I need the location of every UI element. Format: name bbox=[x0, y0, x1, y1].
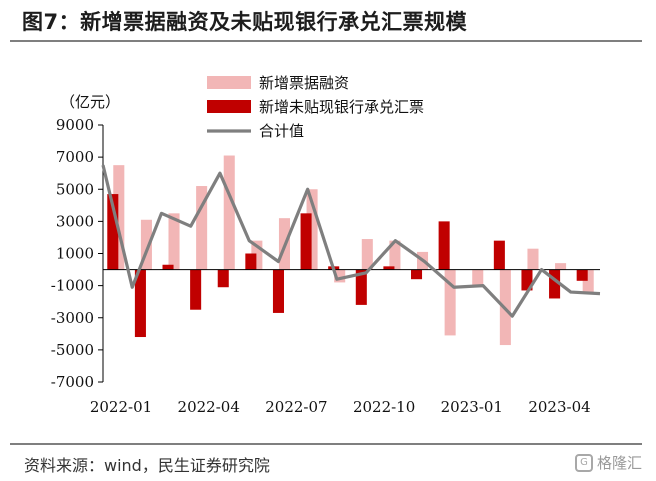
bar-new-undiscounted-acceptance bbox=[549, 269, 561, 299]
bar-new-bill-financing bbox=[527, 248, 539, 270]
y-tick-label: -1000 bbox=[51, 277, 94, 295]
bar-new-bill-financing bbox=[251, 240, 263, 270]
bar-new-bill-financing bbox=[306, 189, 318, 270]
watermark-text: 格隆汇 bbox=[596, 454, 642, 472]
bar-new-bill-financing bbox=[361, 239, 373, 270]
bar-new-undiscounted-acceptance bbox=[107, 194, 119, 270]
y-tick-label: 3000 bbox=[56, 212, 94, 230]
bar-new-bill-financing bbox=[444, 269, 456, 336]
bar-new-undiscounted-acceptance bbox=[411, 269, 423, 280]
bar-new-undiscounted-acceptance bbox=[383, 266, 395, 270]
bar-new-undiscounted-acceptance bbox=[162, 264, 174, 270]
y-tick-label: -3000 bbox=[51, 309, 94, 327]
source-note: 资料来源：wind，民生证券研究院 bbox=[24, 456, 270, 475]
bar-new-undiscounted-acceptance bbox=[521, 269, 533, 291]
x-tick-label: 2022-01 bbox=[90, 398, 152, 416]
bar-new-undiscounted-acceptance bbox=[190, 269, 202, 310]
bar-new-bill-financing bbox=[196, 186, 208, 270]
x-tick-label: 2022-04 bbox=[178, 398, 240, 416]
watermark: G 格隆汇 bbox=[574, 452, 642, 473]
bar-new-bill-financing bbox=[140, 219, 152, 270]
chart-title: 图7：新增票据融资及未贴现银行承兑汇票规模 bbox=[22, 10, 468, 34]
legend-label: 新增票据融资 bbox=[259, 74, 349, 92]
title-divider bbox=[10, 40, 642, 42]
y-tick-label: 7000 bbox=[56, 148, 94, 166]
bar-new-undiscounted-acceptance bbox=[576, 269, 588, 281]
bar-new-undiscounted-acceptance bbox=[272, 269, 284, 313]
y-unit-label: （亿元） bbox=[60, 93, 120, 111]
y-tick-label: 1000 bbox=[56, 245, 94, 263]
legend-label: 新增未贴现银行承兑汇票 bbox=[259, 98, 424, 116]
x-tick-label: 2023-04 bbox=[528, 398, 590, 416]
bar-new-undiscounted-acceptance bbox=[245, 253, 257, 270]
legend-swatch-new-bill-financing bbox=[207, 76, 251, 89]
legend-swatch-new-undiscounted-acceptance bbox=[207, 100, 251, 113]
bar-new-bill-financing bbox=[168, 213, 180, 270]
legend-label: 合计值 bbox=[259, 122, 304, 140]
bar-new-undiscounted-acceptance bbox=[134, 269, 146, 338]
watermark-logo-icon: G bbox=[574, 453, 593, 472]
bar-new-undiscounted-acceptance bbox=[438, 221, 450, 270]
bar-new-undiscounted-acceptance bbox=[355, 269, 367, 305]
footer-divider bbox=[10, 443, 642, 445]
y-tick-label: 9000 bbox=[56, 116, 94, 134]
bar-new-bill-financing bbox=[555, 263, 567, 270]
x-tick-label: 2023-01 bbox=[441, 398, 503, 416]
x-tick-label: 2022-10 bbox=[353, 398, 415, 416]
bar-new-undiscounted-acceptance bbox=[217, 269, 229, 288]
bar-new-undiscounted-acceptance bbox=[493, 240, 505, 270]
x-tick-label: 2022-07 bbox=[265, 398, 327, 416]
line-total bbox=[101, 164, 601, 318]
bar-new-bill-financing bbox=[582, 269, 594, 293]
bar-new-bill-financing bbox=[472, 269, 484, 288]
bar-new-bill-financing bbox=[223, 155, 235, 270]
bar-new-bill-financing bbox=[113, 165, 125, 270]
chart-svg: 9000 7000 5000 3000 1000 -1000 -3000 -5000 -7000… bbox=[51, 74, 601, 416]
bar-new-undiscounted-acceptance bbox=[300, 213, 312, 270]
bar-new-bill-financing bbox=[389, 240, 401, 270]
y-tick-label: -7000 bbox=[51, 373, 94, 391]
y-tick-label: 5000 bbox=[56, 180, 94, 198]
bar-new-bill-financing bbox=[334, 269, 346, 283]
y-tick-label: -5000 bbox=[51, 341, 94, 359]
